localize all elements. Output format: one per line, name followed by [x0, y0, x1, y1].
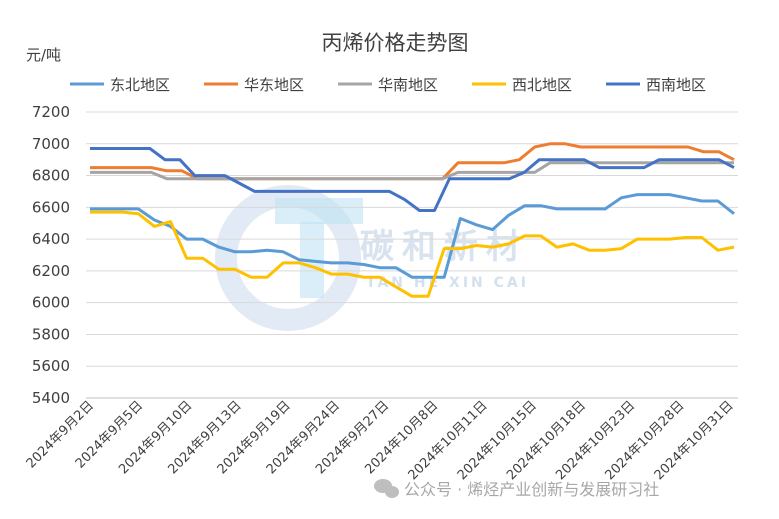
y-unit-label: 元/吨	[26, 46, 61, 64]
series-line-1	[90, 142, 735, 181]
y-tick-label: 5800	[32, 325, 70, 343]
series-line-0	[90, 193, 735, 279]
footer-account: 公众号 · 烯烃产业创新与发展研习社	[404, 480, 659, 499]
y-axis-ticks: 5400 5600 5800 6000 6200 6400 6600 6800 7000 7200	[32, 103, 70, 407]
series-line-2	[90, 161, 734, 181]
x-axis-ticks: 2024年9月2日2024年9月5日2024年9月10日2024年9月13日20…	[24, 398, 737, 483]
series-line-3	[90, 210, 735, 298]
legend-label: 西南地区	[646, 76, 706, 94]
series-lines	[90, 142, 735, 298]
legend-label: 西北地区	[512, 76, 572, 94]
y-tick-label: 5400	[32, 389, 70, 407]
legend-label: 东北地区	[110, 76, 170, 94]
legend-label: 华东地区	[244, 76, 304, 94]
y-tick-label: 6600	[32, 198, 70, 216]
y-tick-label: 7000	[32, 135, 70, 153]
watermark-logo	[215, 185, 363, 331]
y-tick-label: 6400	[32, 230, 70, 248]
watermark-brand: 碳和新材	[360, 227, 528, 267]
chart-title: 丙烯价格走势图	[322, 31, 469, 55]
legend: 东北地区 华东地区 华南地区 西北地区 西南地区	[70, 76, 706, 94]
watermark-pinyin: TAN HE XIN CAI	[366, 275, 529, 291]
y-tick-label: 5600	[32, 357, 70, 375]
legend-label: 华南地区	[378, 76, 438, 94]
y-tick-label: 6000	[32, 294, 70, 312]
series-line-4	[90, 147, 735, 212]
y-tick-label: 7200	[32, 103, 70, 121]
y-tick-label: 6200	[32, 262, 70, 280]
wechat-icon	[374, 479, 399, 498]
y-tick-label: 6800	[32, 167, 70, 185]
